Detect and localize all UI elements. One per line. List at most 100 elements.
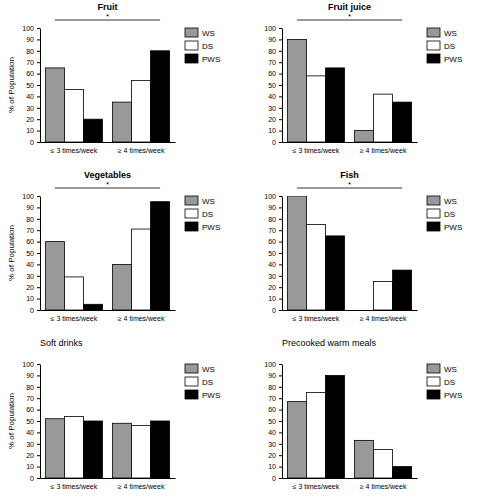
y-axis: 0102030405060708090100 (22, 193, 40, 314)
bar (355, 310, 374, 311)
tick: 10 (26, 463, 40, 470)
bar (83, 304, 102, 310)
tick-mark (37, 299, 40, 300)
legend-label: DS (444, 42, 455, 51)
tick-label: 10 (26, 463, 34, 470)
axis-line (40, 29, 41, 143)
tick-label: 40 (268, 93, 276, 100)
bar (306, 393, 325, 479)
bar (113, 102, 132, 142)
legend-item: DS (427, 377, 455, 387)
tick-label: 0 (272, 139, 276, 146)
tick: 30 (268, 273, 282, 280)
y-axis: 0102030405060708090100 (264, 25, 282, 146)
legend-item: WS (427, 196, 457, 206)
tick: 90 (26, 372, 40, 379)
tick-label: 10 (26, 295, 34, 302)
tick-mark (37, 196, 40, 197)
legend-swatch (185, 364, 198, 373)
tick-mark (37, 310, 40, 311)
bars (45, 416, 169, 478)
tick: 80 (26, 48, 40, 55)
legend: WSDSPWS (185, 364, 220, 400)
bar (132, 80, 151, 142)
tick-label: 0 (272, 475, 276, 482)
tick-label: 50 (268, 82, 276, 89)
tick-mark (279, 253, 282, 254)
axis-line (282, 365, 283, 479)
tick-label: 50 (268, 418, 276, 425)
bar (45, 419, 64, 478)
tick-label: 30 (26, 273, 34, 280)
tick-label: 20 (26, 116, 34, 123)
tick-mark (279, 432, 282, 433)
tick: 70 (26, 59, 40, 66)
legend-item: PWS (427, 54, 462, 64)
legend-label: PWS (202, 55, 220, 64)
tick-mark (279, 39, 282, 40)
tick: 100 (264, 25, 282, 32)
legend-item: PWS (427, 222, 462, 232)
panel: 0102030405060708090100≤ 3 times/week≥ 4 … (264, 2, 462, 154)
tick: 30 (26, 105, 40, 112)
bar (132, 229, 151, 310)
tick-label: 40 (268, 261, 276, 268)
tick-mark (279, 108, 282, 109)
tick-label: 100 (22, 193, 34, 200)
legend-label: PWS (202, 223, 220, 232)
title: Vegetables (84, 170, 131, 180)
axis-line (283, 142, 418, 143)
tick: 50 (268, 250, 282, 257)
tick: 30 (268, 441, 282, 448)
bars (287, 39, 411, 142)
tick-label: 100 (264, 25, 276, 32)
axis-title: % of Population (7, 393, 16, 449)
tick: ≤ 3 times/week (293, 478, 340, 490)
tick-label: 30 (268, 441, 276, 448)
tick-mark (37, 207, 40, 208)
legend: WSDSPWS (185, 196, 220, 232)
tick: 10 (26, 295, 40, 302)
bar (306, 225, 325, 311)
tick: ≤ 3 times/week (51, 478, 98, 490)
tick-label: ≤ 3 times/week (51, 315, 98, 322)
tick-mark (279, 142, 282, 143)
tick-mark (37, 264, 40, 265)
tick: 20 (268, 116, 282, 123)
bar (325, 236, 344, 310)
bar (287, 196, 306, 310)
legend-swatch (185, 377, 198, 386)
tick: ≥ 4 times/week (360, 142, 407, 154)
tick-mark (279, 62, 282, 63)
bar (355, 131, 374, 142)
panel: 0102030405060708090100 ≤ 3 times/week ≥ 4 … (7, 170, 220, 322)
tick: ≥ 4 times/week (118, 310, 165, 322)
tick-label: 70 (268, 227, 276, 234)
tick: ≥ 4 times/week (360, 478, 407, 490)
axis-line (283, 478, 418, 479)
panel: 0102030405060708090100≤ 3 times/week≥ 4 … (264, 338, 462, 490)
bar (151, 202, 170, 310)
tick: 70 (26, 395, 40, 402)
tick: 100 (264, 193, 282, 200)
tick: 40 (268, 261, 282, 268)
tick: 20 (26, 116, 40, 123)
tick-label: ≥ 4 times/week (360, 315, 407, 322)
title: Soft drinks (40, 338, 83, 348)
legend-label: DS (444, 210, 455, 219)
tick-label: 20 (268, 452, 276, 459)
tick: 60 (268, 406, 282, 413)
tick-label: 70 (26, 227, 34, 234)
legend-item: WS (427, 364, 457, 374)
tick-label: 90 (26, 372, 34, 379)
legend-label: PWS (444, 223, 462, 232)
tick: 40 (268, 93, 282, 100)
tick-label: 30 (26, 105, 34, 112)
axis-line (283, 310, 418, 311)
legend-item: DS (185, 41, 213, 51)
tick-label: 100 (22, 25, 34, 32)
tick-label: 70 (268, 59, 276, 66)
tick-mark (279, 310, 282, 311)
tick-mark (279, 410, 282, 411)
tick: 90 (268, 36, 282, 43)
